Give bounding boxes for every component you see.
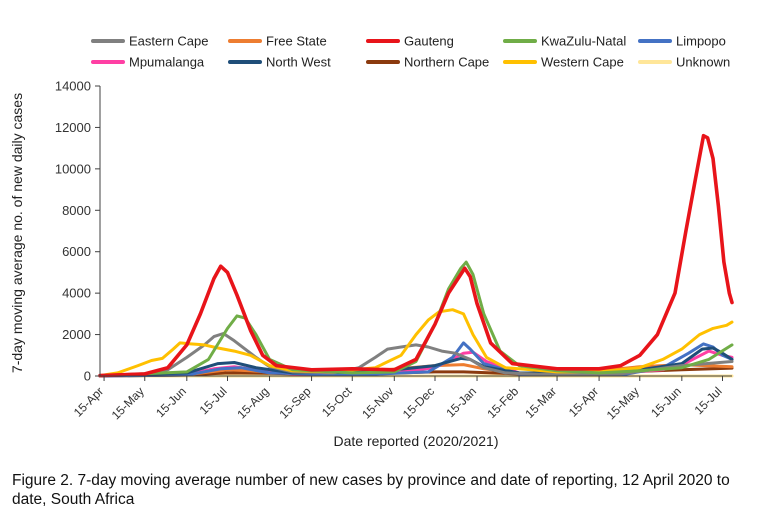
legend-item-unknown: Unknown bbox=[638, 55, 730, 70]
series-line-gauteng bbox=[98, 133, 734, 378]
x-tick-label: 15-Jun bbox=[648, 384, 684, 420]
legend-item-free-state: Free State bbox=[228, 34, 327, 49]
x-tick-label: 15-Sep bbox=[276, 384, 313, 421]
x-tick-label: 15-Jun bbox=[153, 384, 189, 420]
series-line-limpopo bbox=[98, 341, 734, 378]
x-axis-title: Date reported (2020/2021) bbox=[334, 433, 499, 449]
legend-label: North West bbox=[266, 55, 331, 70]
x-axis-ticks: 15-Apr 15-May 15-Jun 15-Jul 15-Aug 15-Sep 15-O… bbox=[71, 376, 725, 422]
y-axis-ticks: 0 2000 4000 6000 8000 10000 12000 14000 bbox=[55, 79, 100, 384]
y-tick-label: 0 bbox=[84, 369, 91, 384]
legend-label: Limpopo bbox=[676, 34, 726, 49]
x-tick-label: 15-Oct bbox=[319, 384, 355, 420]
x-tick-label: 15-May bbox=[604, 384, 642, 422]
legend-label: Mpumalanga bbox=[129, 55, 205, 70]
legend-label: Northern Cape bbox=[404, 55, 489, 70]
y-axis-title: 7-day moving average no. of new daily ca… bbox=[9, 93, 25, 373]
legend-item-kwazulu-natal: KwaZulu-Natal bbox=[503, 34, 626, 49]
y-tick-label: 6000 bbox=[62, 244, 91, 259]
x-tick-label: 15-Aug bbox=[234, 384, 271, 421]
legend-label: Free State bbox=[266, 34, 327, 49]
x-tick-label: 15-Dec bbox=[400, 384, 437, 421]
legend-label: Eastern Cape bbox=[129, 34, 209, 49]
legend-item-mpumalanga: Mpumalanga bbox=[91, 55, 205, 70]
legend-label: Gauteng bbox=[404, 34, 454, 49]
y-tick-label: 10000 bbox=[55, 161, 91, 176]
legend-item-northern-cape: Northern Cape bbox=[366, 55, 489, 70]
x-tick-label: 15-Jan bbox=[443, 384, 479, 420]
y-tick-label: 12000 bbox=[55, 120, 91, 135]
legend-item-eastern-cape: Eastern Cape bbox=[91, 34, 209, 49]
x-tick-label: 15-Jul bbox=[197, 384, 230, 417]
x-tick-label: 15-Apr bbox=[566, 384, 601, 419]
legend-label: KwaZulu-Natal bbox=[541, 34, 626, 49]
legend-item-north-west: North West bbox=[228, 55, 331, 70]
legend-item-gauteng: Gauteng bbox=[366, 34, 454, 49]
series-line-western-cape bbox=[98, 308, 734, 378]
y-tick-label: 4000 bbox=[62, 286, 91, 301]
y-tick-label: 14000 bbox=[55, 79, 91, 94]
chart-legend: Eastern Cape Free State Gauteng KwaZulu-Nat… bbox=[91, 34, 730, 70]
y-tick-label: 8000 bbox=[62, 203, 91, 218]
x-tick-label: 15-Jul bbox=[692, 384, 725, 417]
x-tick-label: 15-Feb bbox=[484, 384, 521, 421]
x-tick-label: 15-Mar bbox=[522, 384, 559, 421]
legend-label: Western Cape bbox=[541, 55, 624, 70]
legend-item-western-cape: Western Cape bbox=[503, 55, 624, 70]
x-tick-label: 15-Nov bbox=[359, 384, 396, 421]
series-line-eastern-cape bbox=[98, 332, 734, 378]
legend-label: Unknown bbox=[676, 55, 730, 70]
figure-caption: Figure 2. 7-day moving average number of… bbox=[12, 472, 730, 508]
x-tick-label: 15-Apr bbox=[71, 384, 106, 419]
line-chart: Eastern Cape Free State Gauteng KwaZulu-Nat… bbox=[9, 34, 734, 449]
y-tick-label: 2000 bbox=[62, 327, 91, 342]
legend-item-limpopo: Limpopo bbox=[638, 34, 726, 49]
series-layer bbox=[98, 133, 734, 378]
x-tick-label: 15-May bbox=[109, 384, 147, 422]
